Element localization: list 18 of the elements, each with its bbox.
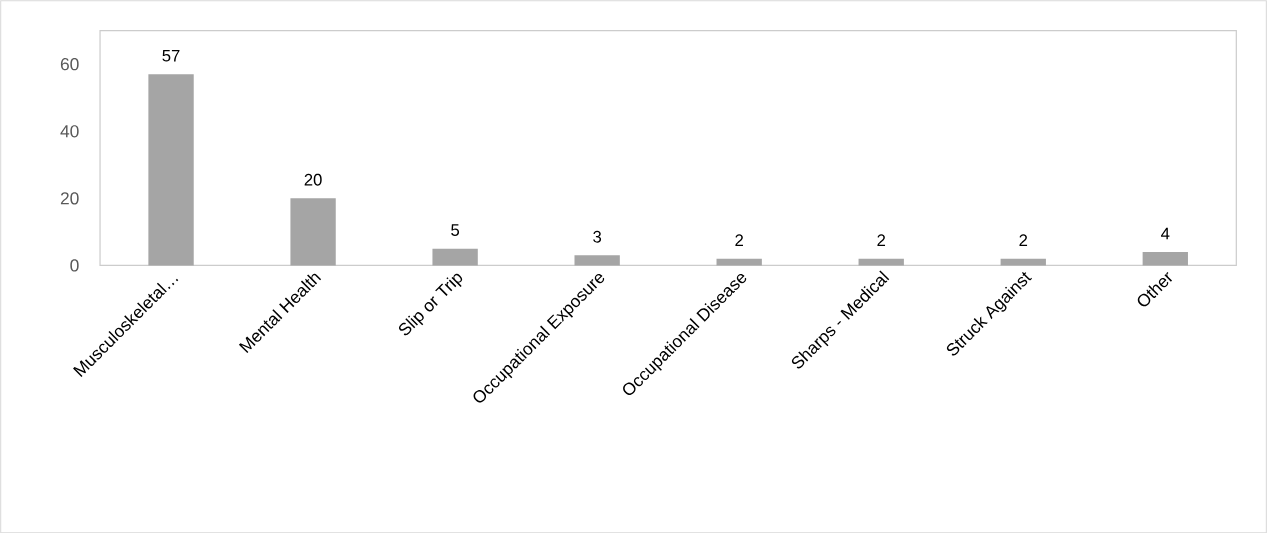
y-tick-label: 40 [60, 124, 79, 138]
bar [148, 74, 194, 266]
y-tick-label: 60 [60, 57, 79, 71]
data-label: 4 [1161, 227, 1170, 240]
data-label: 2 [877, 234, 886, 246]
data-label: 57 [162, 49, 180, 62]
y-tick-label: 0 [70, 259, 79, 272]
data-label: 2 [735, 234, 743, 246]
data-label: 2 [1019, 234, 1028, 246]
bar [1142, 251, 1188, 266]
data-label: 5 [451, 224, 460, 236]
data-label: 3 [593, 230, 602, 243]
bar [290, 198, 336, 266]
x-tick-label: Slip or Trip [398, 273, 463, 336]
bar [432, 248, 478, 266]
y-tick-label: 20 [60, 191, 79, 205]
data-label: 20 [304, 173, 322, 186]
bar [574, 255, 620, 266]
